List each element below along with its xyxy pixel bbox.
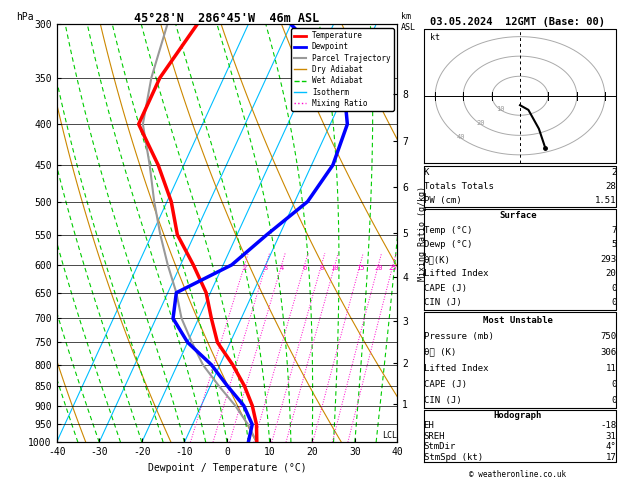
Text: Pressure (mb): Pressure (mb)	[423, 332, 494, 341]
Text: CAPE (J): CAPE (J)	[423, 284, 467, 293]
Text: 11: 11	[606, 364, 616, 373]
Text: 20: 20	[476, 121, 484, 126]
Text: Surface: Surface	[499, 211, 537, 220]
Text: kt: kt	[430, 34, 440, 42]
Text: Totals Totals: Totals Totals	[423, 182, 494, 191]
Text: CIN (J): CIN (J)	[423, 396, 461, 405]
Text: 20: 20	[606, 269, 616, 278]
Text: StmDir: StmDir	[423, 442, 456, 451]
Text: 0: 0	[611, 298, 616, 307]
Text: 6: 6	[303, 265, 307, 271]
Text: CIN (J): CIN (J)	[423, 298, 461, 307]
Text: Mixing Ratio (g/kg): Mixing Ratio (g/kg)	[418, 186, 427, 281]
Text: 20: 20	[374, 265, 382, 271]
Text: θᴄ(K): θᴄ(K)	[423, 255, 450, 264]
Text: 5: 5	[611, 241, 616, 249]
Text: Temp (°C): Temp (°C)	[423, 226, 472, 235]
Text: km
ASL: km ASL	[401, 12, 416, 32]
Text: θᴄ (K): θᴄ (K)	[423, 348, 456, 357]
Text: 31: 31	[606, 432, 616, 441]
Text: 0: 0	[611, 284, 616, 293]
Text: 3: 3	[264, 265, 268, 271]
Text: 10: 10	[331, 265, 339, 271]
Text: 28: 28	[606, 182, 616, 191]
Text: 40: 40	[457, 134, 465, 140]
Text: CAPE (J): CAPE (J)	[423, 380, 467, 389]
Text: Lifted Index: Lifted Index	[423, 269, 488, 278]
Text: 25: 25	[389, 265, 398, 271]
Text: PW (cm): PW (cm)	[423, 195, 461, 205]
Text: 306: 306	[600, 348, 616, 357]
Text: 45°28'N  286°45'W  46m ASL: 45°28'N 286°45'W 46m ASL	[135, 12, 320, 25]
Text: 7: 7	[611, 226, 616, 235]
Text: 1.51: 1.51	[595, 195, 616, 205]
X-axis label: Dewpoint / Temperature (°C): Dewpoint / Temperature (°C)	[148, 463, 306, 473]
Text: Dewp (°C): Dewp (°C)	[423, 241, 472, 249]
Text: -18: -18	[600, 421, 616, 431]
Text: hPa: hPa	[16, 12, 34, 22]
Text: 4°: 4°	[606, 442, 616, 451]
Text: SREH: SREH	[423, 432, 445, 441]
Text: 17: 17	[606, 452, 616, 462]
Text: 03.05.2024  12GMT (Base: 00): 03.05.2024 12GMT (Base: 00)	[430, 17, 606, 27]
Text: 10: 10	[496, 106, 504, 112]
Text: Hodograph: Hodograph	[494, 411, 542, 420]
Text: EH: EH	[423, 421, 435, 431]
Text: 8: 8	[320, 265, 323, 271]
Text: LCL: LCL	[382, 431, 398, 440]
Text: 2: 2	[611, 169, 616, 177]
Text: 4: 4	[279, 265, 284, 271]
Text: 750: 750	[600, 332, 616, 341]
Text: 15: 15	[356, 265, 364, 271]
Text: 0: 0	[611, 396, 616, 405]
Text: 0: 0	[611, 380, 616, 389]
Text: K: K	[423, 169, 429, 177]
Text: 2: 2	[243, 265, 247, 271]
Text: 293: 293	[600, 255, 616, 264]
Text: © weatheronline.co.uk: © weatheronline.co.uk	[469, 469, 567, 479]
Text: Most Unstable: Most Unstable	[483, 316, 553, 325]
Legend: Temperature, Dewpoint, Parcel Trajectory, Dry Adiabat, Wet Adiabat, Isotherm, Mi: Temperature, Dewpoint, Parcel Trajectory…	[291, 28, 394, 111]
Text: Lifted Index: Lifted Index	[423, 364, 488, 373]
Text: StmSpd (kt): StmSpd (kt)	[423, 452, 482, 462]
